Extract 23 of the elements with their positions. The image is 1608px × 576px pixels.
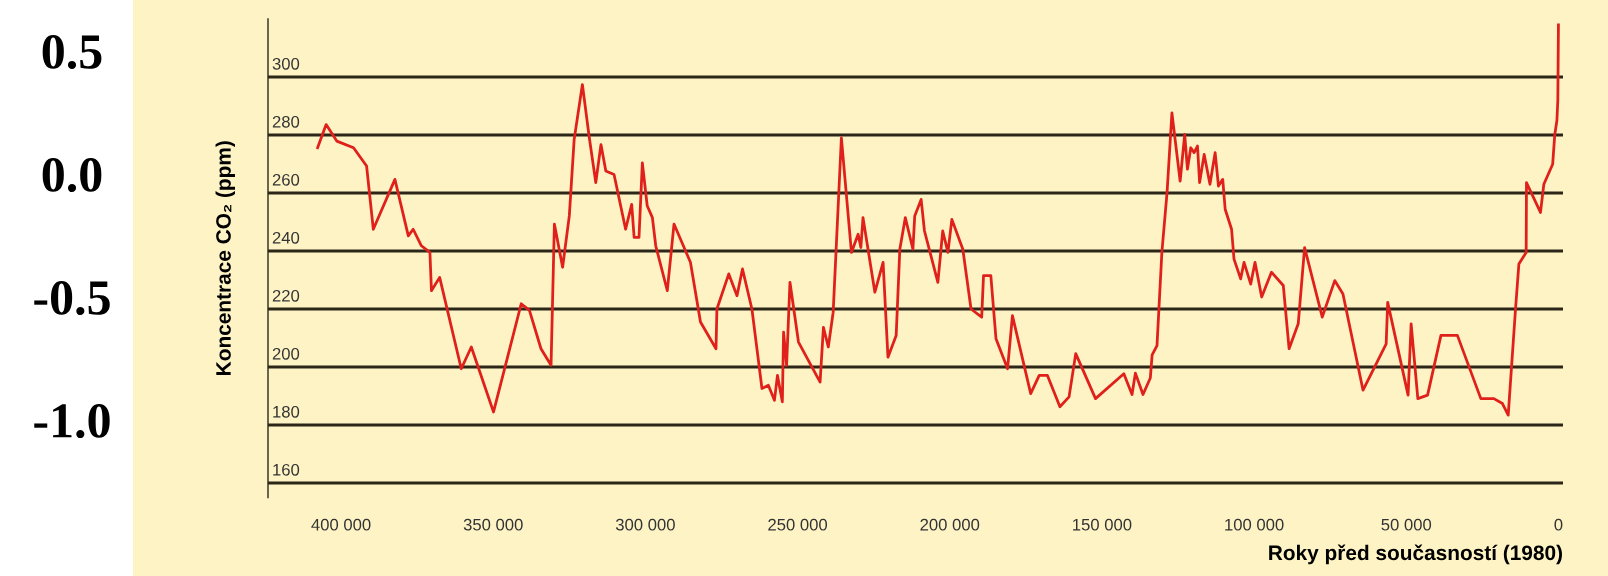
y-tick-label: 200 — [272, 347, 300, 360]
x-tick-label: 50 000 — [1381, 518, 1432, 531]
y2-tick-label: -1.0 — [34, 404, 110, 439]
x-tick-label: 200 000 — [920, 518, 980, 531]
x-tick-label: 150 000 — [1073, 518, 1132, 531]
y-tick-label: 240 — [272, 231, 300, 244]
x-tick-label: 100 000 — [1225, 518, 1284, 531]
y-tick-label: 160 — [273, 463, 300, 476]
y2-tick-label: 0.5 — [42, 35, 102, 70]
x-tick-label: 300 000 — [615, 518, 675, 531]
x-tick-label: 350 000 — [463, 518, 523, 531]
y-tick-label: 180 — [273, 405, 300, 418]
y-tick-label: 260 — [272, 173, 300, 186]
x-tick-label: 250 000 — [768, 518, 828, 531]
y-tick-label: 280 — [272, 115, 300, 128]
x-tick-label: 0 — [1554, 518, 1563, 531]
x-tick-label: 400 000 — [311, 518, 371, 531]
y2-tick-label: -0.5 — [34, 281, 110, 316]
y-tick-label: 300 — [272, 57, 300, 70]
y2-tick-label: 0.0 — [42, 158, 102, 193]
y-tick-label: 220 — [272, 289, 300, 302]
y-axis-title: Koncentrace CO₂ (ppm) — [215, 141, 235, 375]
x-axis-title: Roky před současností (1980) — [1269, 544, 1562, 565]
